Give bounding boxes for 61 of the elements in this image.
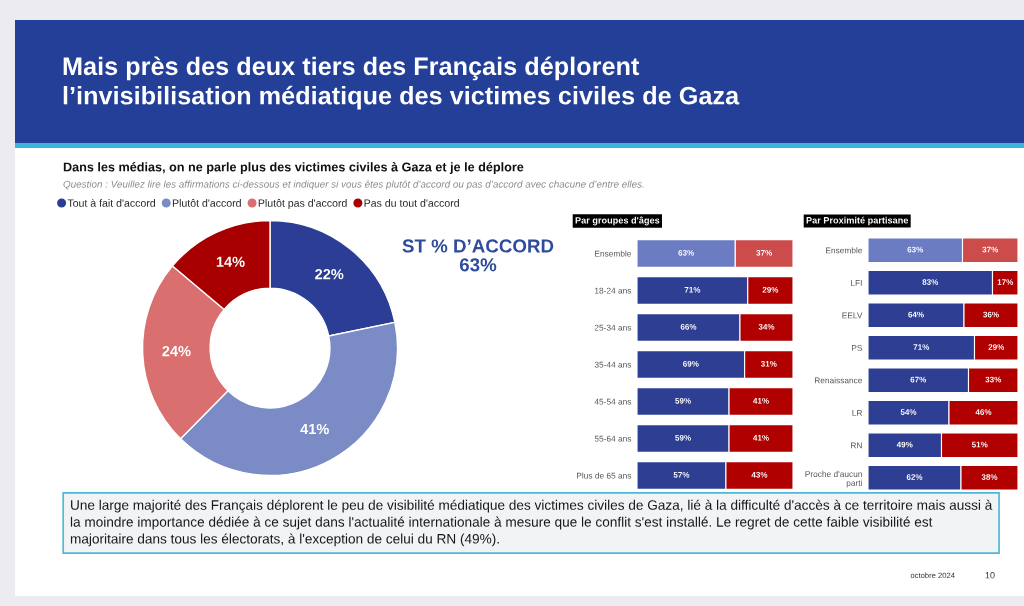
y-tick-label: LFI <box>851 280 862 286</box>
y-tick-label: 25-34 ans <box>594 324 632 331</box>
y-tick-label: 45-54 ans <box>594 398 632 405</box>
data-label: 37% <box>756 249 772 256</box>
data-label: 69% <box>683 360 699 367</box>
legend-label: Plutôt d'accord <box>172 199 241 207</box>
data-label: 38% <box>981 474 998 480</box>
data-label: 62% <box>906 474 923 480</box>
y-tick-label: PS <box>852 344 863 351</box>
y-tick-label: RN <box>851 442 862 449</box>
chart-subtitle: Dans les médias, on ne parle plus des victimes civiles à Gaza et je le déplore <box>63 162 524 174</box>
legend-label: Tout à fait d'accord <box>67 198 155 207</box>
data-label: 14% <box>216 256 245 267</box>
data-label: 41% <box>753 434 769 441</box>
data-label: 22% <box>315 269 344 280</box>
data-label: 59% <box>675 434 691 441</box>
text: 10 <box>985 572 995 579</box>
data-label: 57% <box>673 471 690 478</box>
chart-title: Mais près des deux tiers des Français déplorent l’invisibilisation médiatique des victimes civiles de Gaza <box>63 56 740 110</box>
data-label: 67% <box>910 376 927 383</box>
data-label: 63% <box>907 246 924 253</box>
data-label: 33% <box>985 376 1002 383</box>
y-tick-label: LR <box>852 410 863 416</box>
data-label: 43% <box>751 471 768 478</box>
data-label: 41% <box>753 397 769 404</box>
data-label: 64% <box>908 311 924 318</box>
data-label: 36% <box>983 311 999 318</box>
data-label: 24% <box>162 345 191 357</box>
y-tick-label: Ensemble <box>595 250 632 257</box>
data-label: 71% <box>684 286 701 293</box>
data-label: 17% <box>997 279 1014 285</box>
data-label: 31% <box>760 360 777 367</box>
data-label: 51% <box>971 441 988 448</box>
data-label: 83% <box>922 279 939 285</box>
data-label: 54% <box>900 409 917 415</box>
data-label: 29% <box>762 286 779 293</box>
data-label: 63% <box>678 249 694 256</box>
data-label: 71% <box>913 344 930 350</box>
chart-title: Par Proximité partisane <box>806 216 909 226</box>
y-tick-label: 18-24 ans <box>595 287 632 294</box>
y-tick-label: Plus de 65 ans <box>577 472 632 479</box>
data-label: 46% <box>975 409 992 415</box>
data-label: 59% <box>675 397 691 404</box>
y-tick-label: Renaissance <box>814 377 863 384</box>
data-label: 49% <box>896 441 913 448</box>
text: Question : Veuillez lire les affirmations ci-dessous et indiquer si vous êtes plutôt d’accord ou pas d’accord avec chacune d’entre elles. <box>63 180 644 190</box>
data-label: 41% <box>300 423 329 435</box>
y-tick-label: Ensemble <box>826 247 863 254</box>
y-tick-label: Proche d'aucun parti <box>805 470 862 488</box>
data-label: 29% <box>988 344 1005 350</box>
data-label: 34% <box>758 323 775 330</box>
y-tick-label: EELV <box>842 312 863 319</box>
legend-label: Pas du tout d'accord <box>364 199 459 207</box>
text: Une large majorité des Français déplorent le peu de visibilité médiatique des victimes civiles de Gaza, lié à la difficulté d'accès à ce territoire mais aussi à la moindre importance dédiée à ce sujet dans l'actualité internationale à mesure que le conflit s'est installé. Le regret de cette faible visibilité est majoritaire dans tous les électorats, à l'exception de celui du RN (49%). <box>70 499 993 547</box>
data-label: 37% <box>982 246 999 253</box>
y-tick-label: 55-64 ans <box>594 435 632 442</box>
chart-title: Par groupes d'âges <box>575 216 660 226</box>
data-label: 66% <box>680 323 697 330</box>
text: ST % D’ACCORD 63% <box>402 239 554 272</box>
legend-label: Plutôt pas d'accord <box>258 199 347 209</box>
y-tick-label: 35-44 ans <box>594 361 632 368</box>
